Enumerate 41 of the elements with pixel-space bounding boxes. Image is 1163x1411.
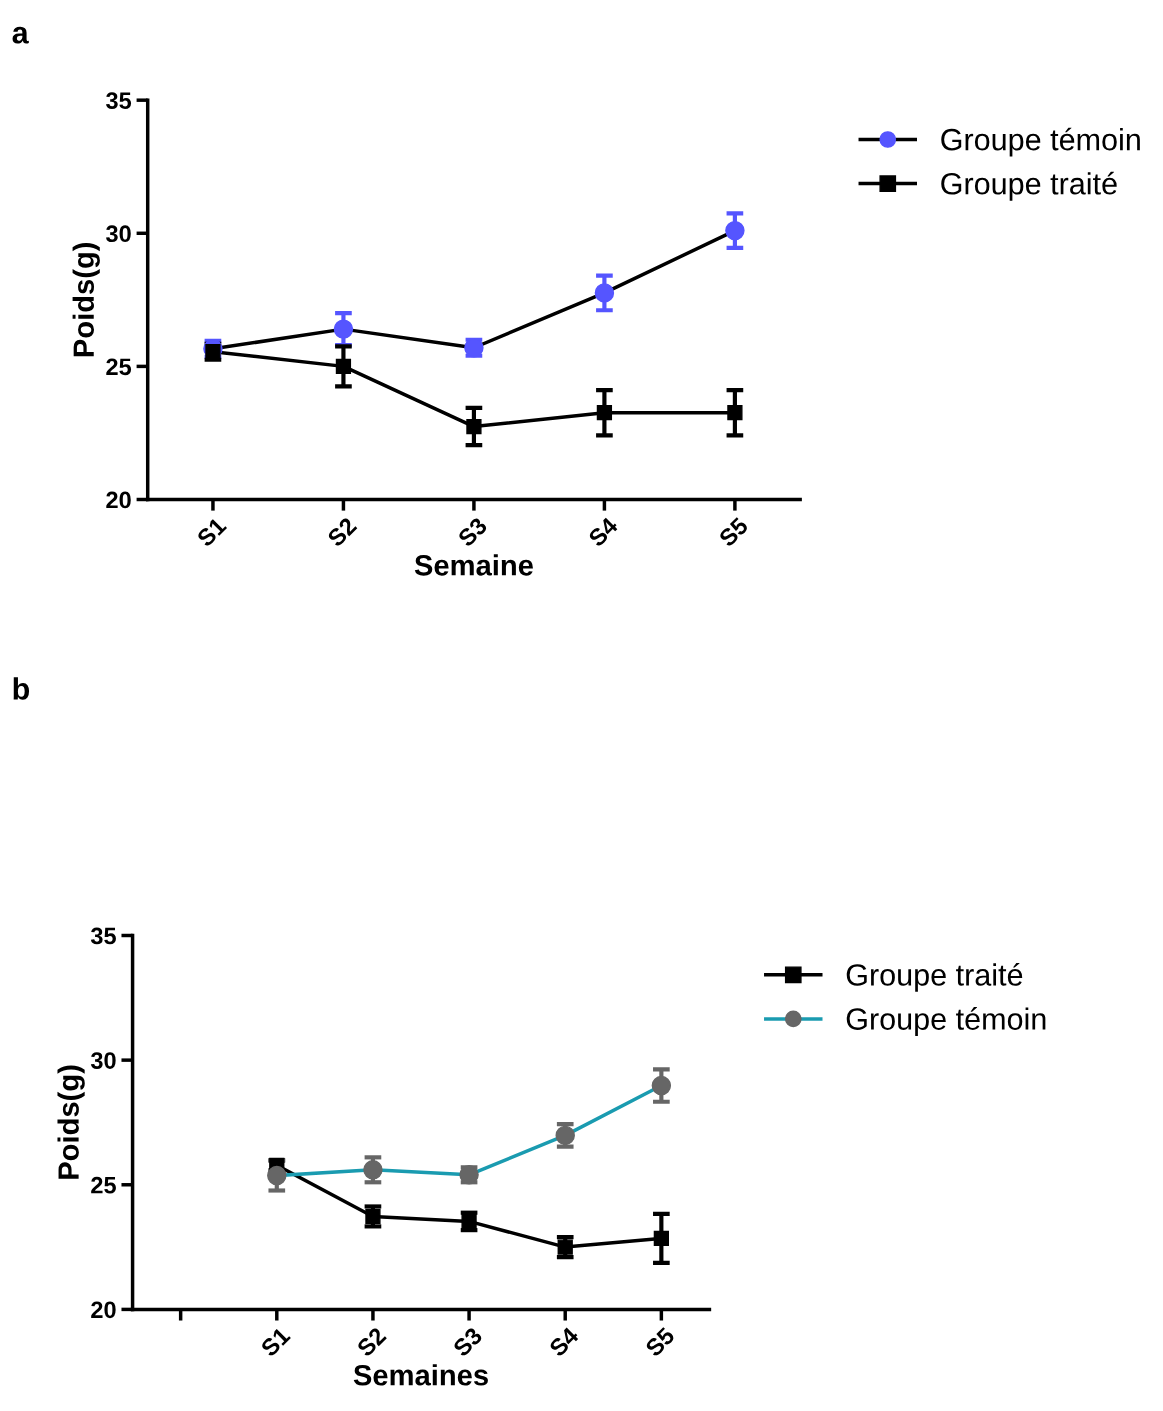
x-axis-title: Semaine <box>414 554 533 576</box>
point <box>727 405 743 421</box>
point <box>651 1075 672 1096</box>
point <box>365 1208 381 1225</box>
x-tick-label: S5 <box>644 1326 676 1358</box>
x-tick-label: S4 <box>548 1325 580 1358</box>
point <box>596 405 613 421</box>
point <box>725 220 745 241</box>
y-tick-label: 30 <box>106 225 131 243</box>
point <box>466 418 482 435</box>
legend-label: Groupe témoin <box>846 1007 1046 1036</box>
point <box>653 1230 669 1247</box>
y-axis-title: Poids(g) <box>72 242 100 357</box>
x-tick-label: S4 <box>587 516 620 548</box>
y-tick-label: 20 <box>106 491 131 509</box>
point <box>335 358 352 375</box>
y-tick-label: 25 <box>106 358 132 376</box>
legend-label: Groupe traité <box>846 962 1023 992</box>
point <box>267 1165 287 1186</box>
y-axis-title: Poids(g) <box>57 1065 85 1179</box>
y-tick-label: 20 <box>91 1301 116 1319</box>
point <box>333 319 354 339</box>
point <box>557 1239 573 1255</box>
point <box>363 1160 383 1180</box>
x-tick-label: S1 <box>259 1326 292 1358</box>
x-tick-label: S3 <box>452 1326 484 1358</box>
x-tick-label: S2 <box>326 516 358 548</box>
legend-label: Groupe témoin <box>941 127 1140 157</box>
y-tick-label: 35 <box>90 927 116 945</box>
y-tick-label: 30 <box>90 1052 116 1069</box>
legend-label: Groupe traité <box>941 171 1117 201</box>
point <box>594 283 615 303</box>
y-tick-label: 25 <box>91 1176 116 1194</box>
x-tick-label: S5 <box>717 516 750 548</box>
x-axis-title: Semaines <box>353 1364 488 1386</box>
x-tick-label: S1 <box>195 516 228 548</box>
x-tick-label: S3 <box>456 516 489 548</box>
text: b <box>13 677 30 700</box>
text: a <box>12 26 29 44</box>
y-tick-label: 35 <box>106 92 132 109</box>
x-tick-label: S2 <box>355 1326 387 1358</box>
